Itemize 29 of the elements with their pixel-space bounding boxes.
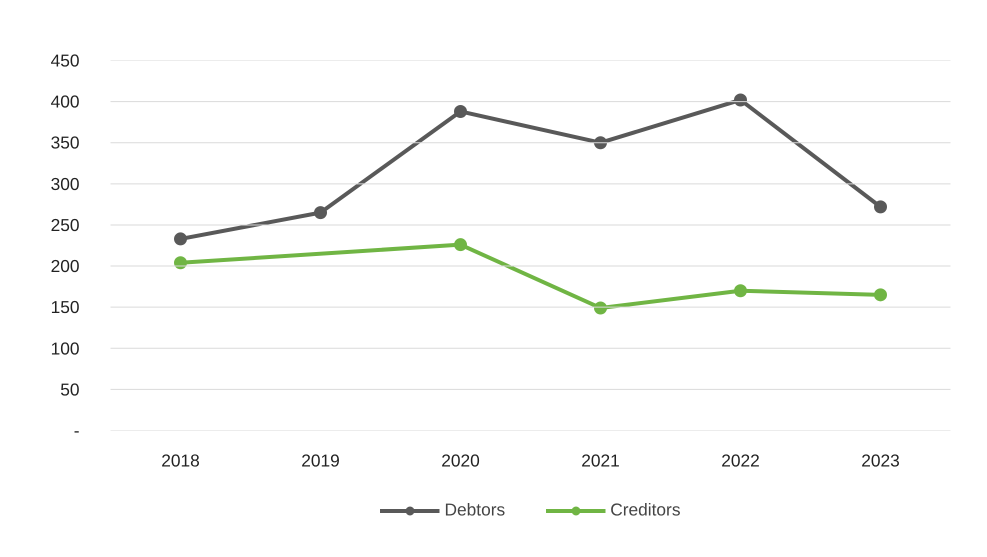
x-tick-label: 2019 [301, 450, 340, 470]
y-tick-label: 150 [50, 297, 80, 318]
y-tick-label: 450 [50, 50, 80, 70]
point [734, 284, 747, 298]
point [314, 206, 327, 220]
point [174, 232, 187, 246]
point [454, 238, 467, 252]
point [594, 136, 607, 150]
point [734, 93, 747, 106]
x-tick-label: 2018 [161, 450, 200, 470]
x-tick-label: 2021 [581, 450, 620, 470]
point [874, 200, 887, 214]
x-tick-label: 2022 [721, 450, 760, 470]
point [594, 302, 607, 314]
x-tick-label: 2020 [441, 450, 480, 470]
y-tick-label: 300 [50, 174, 80, 194]
y-tick-label: 200 [50, 256, 80, 276]
x-tick-label: 2023 [861, 450, 900, 470]
y-tick-label: 350 [50, 132, 80, 153]
y-tick-label: 50 [60, 379, 80, 400]
point [874, 288, 887, 302]
y-tick-label: 100 [50, 338, 80, 358]
legend-label: Creditors [610, 500, 680, 520]
point [174, 256, 187, 270]
legend-label: Debtors [444, 500, 506, 520]
point [454, 104, 467, 118]
y-tick-label: 400 [50, 92, 80, 112]
y-tick-label: - [74, 420, 80, 440]
y-tick-label: 250 [50, 214, 80, 235]
